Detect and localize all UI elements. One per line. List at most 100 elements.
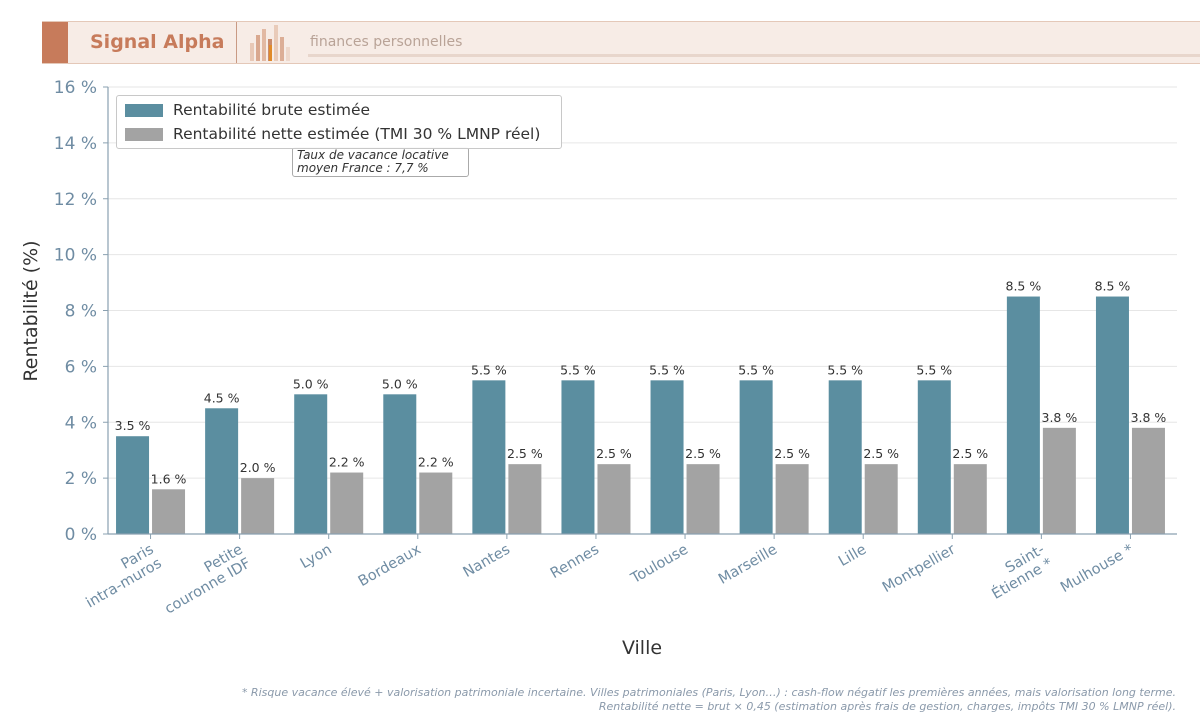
annotation-line-2: moyen France : 7,7 % [297,161,429,175]
bar-brut [1006,296,1040,534]
y-tick-label: 8 % [65,302,97,322]
bar-net [864,464,898,534]
y-tick-label: 12 % [54,190,97,210]
data-label-brut: 5.5 % [827,362,863,377]
bar-chart-logo-icon [250,25,290,61]
legend-swatch-net [125,128,163,141]
x-tick-label: Marseille [716,542,780,588]
data-label-brut: 5.5 % [560,362,596,377]
bar-net [686,464,720,534]
x-tick-label-line: Marseille [716,542,780,588]
x-tick-label: Montpellier [880,542,958,597]
x-tick-label-line: Nantes [461,542,513,581]
header-accent [42,22,68,63]
data-label-net: 2.2 % [418,455,454,470]
tagline: finances personnelles [310,34,463,50]
bar-net [775,464,809,534]
x-tick-label: Toulouse [628,542,692,588]
data-label-brut: 8.5 % [1006,279,1042,294]
data-label-net: 3.8 % [1131,410,1167,425]
data-label-brut: 5.5 % [471,362,507,377]
footnote-line-2: Rentabilité nette = brut × 0,45 (estimat… [598,700,1176,713]
x-tick-label-line: Toulouse [628,542,692,588]
bars [116,296,1165,534]
y-tick-label: 6 % [65,357,97,377]
bar-net [152,489,186,534]
data-label-brut: 4.5 % [204,390,240,405]
bar-net [330,472,364,534]
bar-brut [116,436,150,534]
bar-net [597,464,631,534]
data-label-brut: 8.5 % [1095,279,1131,294]
data-label-net: 2.0 % [240,460,276,475]
x-tick-label: Bordeaux [356,541,424,590]
x-tick-label: Saint-Étienne * [981,542,1055,603]
y-axis-title: Rentabilité (%) [20,240,42,381]
x-tick-label-line: Bordeaux [356,541,424,590]
y-tick-label: 16 % [54,78,97,98]
x-tick-label: Petitecouronne IDF [154,542,253,618]
data-label-brut: 3.5 % [115,418,151,433]
x-tick-label-line: Mulhouse * [1058,542,1136,597]
header-divider [236,22,237,63]
data-label-brut: 5.0 % [382,376,418,391]
data-label-brut: 5.0 % [293,376,329,391]
bar-net [1131,427,1165,534]
x-tick-label: Lille [836,542,869,570]
y-tick-label: 10 % [54,246,97,266]
bar-brut [205,408,239,534]
data-label-net: 1.6 % [151,471,187,486]
vacancy-annotation: Taux de vacance locative moyen France : … [292,147,469,177]
data-label-net: 2.5 % [952,446,988,461]
grid-lines [108,86,1177,479]
bar-brut [383,394,417,534]
annotation-line-1: Taux de vacance locative [297,148,449,162]
footnote: * Risque vacance élevé + valorisation pa… [242,686,1176,714]
legend-swatch-brut [125,104,163,117]
chart-legend: Rentabilité brute estimée Rentabilité ne… [116,95,562,149]
data-label-brut: 5.5 % [649,362,685,377]
data-label-net: 2.2 % [329,455,365,470]
x-tick-label-line: Montpellier [880,542,958,597]
data-label-net: 2.5 % [596,446,632,461]
x-tick-label: Rennes [548,542,602,582]
data-label-net: 2.5 % [507,446,543,461]
data-label-brut: 5.5 % [738,362,774,377]
bar-net [953,464,987,534]
header-bar: Signal Alpha finances personnelles [42,21,1200,64]
bar-brut [650,380,684,534]
x-axis-title: Ville [622,637,662,659]
data-label-net: 2.5 % [774,446,810,461]
legend-label-net: Rentabilité nette estimée (TMI 30 % LMNP… [173,125,541,143]
bar-brut [828,380,862,534]
bar-net [1042,427,1076,534]
y-tick-label: 0 % [65,525,97,545]
bar-brut [1095,296,1129,534]
bar-brut [917,380,951,534]
x-tick-label-line: Lyon [298,542,335,573]
bar-brut [561,380,595,534]
bar-net [419,472,453,534]
data-label-net: 3.8 % [1042,410,1078,425]
x-tick-label: Lyon [298,542,335,573]
data-label-net: 2.5 % [685,446,721,461]
data-label-net: 2.5 % [863,446,899,461]
x-tick-label-line: Lille [836,542,869,570]
y-tick-label: 14 % [54,134,97,154]
legend-label-brut: Rentabilité brute estimée [173,101,371,119]
brand-title: Signal Alpha [90,31,225,53]
x-tick-label: Nantes [461,542,513,581]
y-tick-label: 4 % [65,413,97,433]
rentabilite-chart: 0 % 2 % 4 % 6 % 8 % 10 % 12 % 14 % 16 % Parisintr… [20,78,1177,659]
bar-brut [472,380,506,534]
footnote-line-1: * Risque vacance élevé + valorisation pa… [241,686,1176,699]
x-tick-label: Mulhouse * [1058,542,1136,597]
bar-brut [739,380,773,534]
bar-net [508,464,542,534]
bar-brut [294,394,328,534]
x-tick-label: Parisintra-muros [75,542,164,612]
x-tick-label-line: Rennes [548,542,602,582]
data-label-brut: 5.5 % [916,362,952,377]
data-labels: 3.5 % 1.6 % 4.5 % 2.0 % 5.0 % 2.2 % 5.0 % 2.2 %… [115,279,1167,487]
y-tick-label: 2 % [65,469,97,489]
